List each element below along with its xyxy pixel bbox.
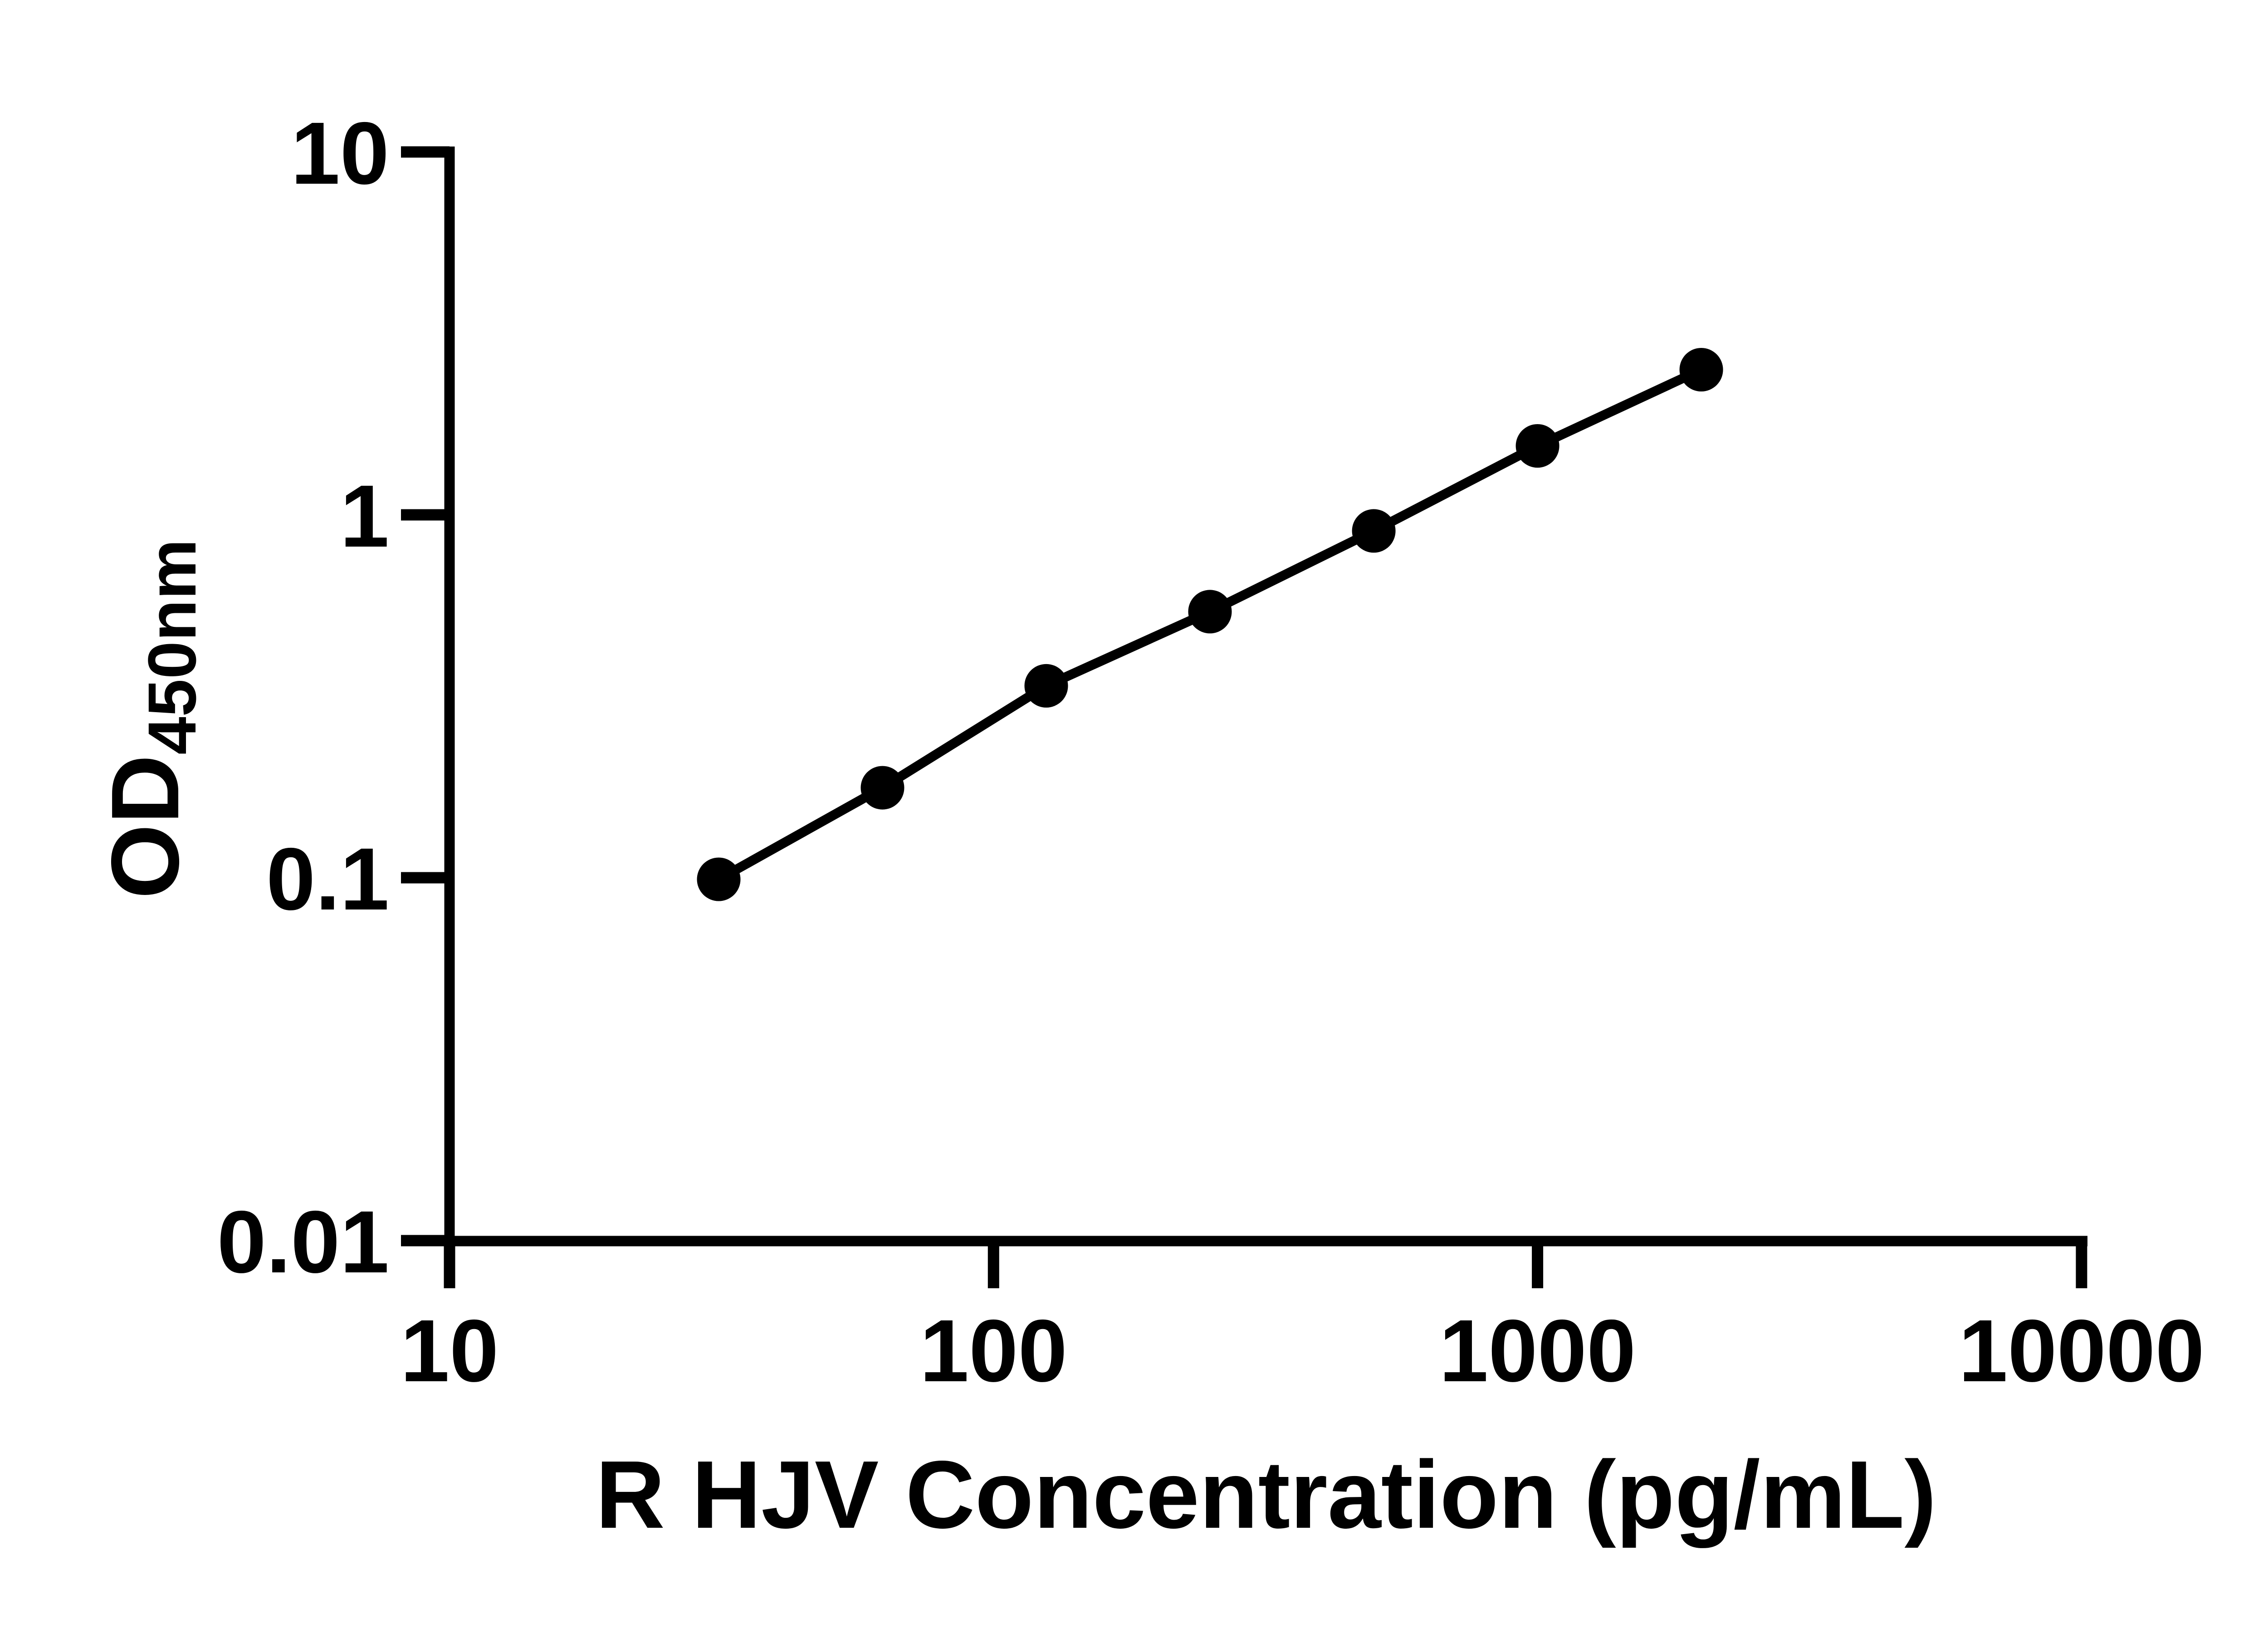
x-tick-label-100: 100 <box>920 1301 1067 1400</box>
y-tick-label-10: 10 <box>291 104 389 203</box>
data-point-500 <box>1352 509 1396 553</box>
y-tick-label-0.1: 0.1 <box>266 830 389 929</box>
y-tick-label-1: 1 <box>340 467 389 566</box>
x-tick-label-10: 10 <box>401 1301 499 1400</box>
data-series-layer <box>697 348 1723 901</box>
data-point-2000 <box>1679 348 1723 391</box>
y-axis-ticks: 10 1 0.1 0.01 <box>217 104 450 1291</box>
x-tick-label-1000: 1000 <box>1439 1301 1636 1400</box>
axes <box>444 147 2087 1247</box>
y-axis-title-subscript: 450nm <box>134 539 210 754</box>
data-point-62.5 <box>860 766 904 810</box>
x-tick-label-10000: 10000 <box>1959 1301 2204 1400</box>
data-point-125 <box>1024 664 1068 708</box>
x-axis-title: R HJV Concentration (pg/mL) <box>596 1441 1936 1548</box>
y-axis-title-main: OD <box>91 755 199 899</box>
data-point-250 <box>1188 590 1232 634</box>
x-axis-ticks: 10 100 1000 10000 <box>401 1241 2204 1400</box>
y-tick-label-0.01: 0.01 <box>217 1193 389 1291</box>
y-axis-title: OD450nm <box>91 539 210 899</box>
data-point-1000 <box>1515 424 1559 468</box>
data-point-31.25 <box>697 857 741 901</box>
